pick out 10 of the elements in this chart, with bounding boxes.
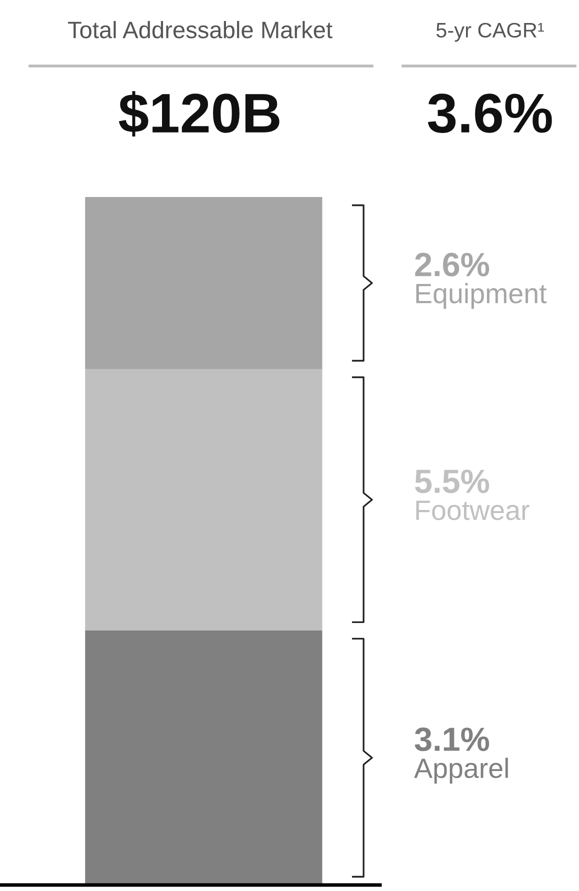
text: 3.1%: [414, 728, 490, 752]
chart-title: Total Addressable Market: [68, 20, 332, 38]
text: Footwear: [416, 500, 530, 520]
text: 3.6%: [428, 94, 552, 133]
text: Apparel: [414, 758, 508, 784]
text: 5.5%: [415, 470, 490, 494]
text: 2.6%: [415, 252, 490, 276]
text: Equipment: [416, 283, 547, 309]
text: 5-yr CAGR¹: [436, 22, 544, 42]
text: $120B: [118, 91, 280, 136]
